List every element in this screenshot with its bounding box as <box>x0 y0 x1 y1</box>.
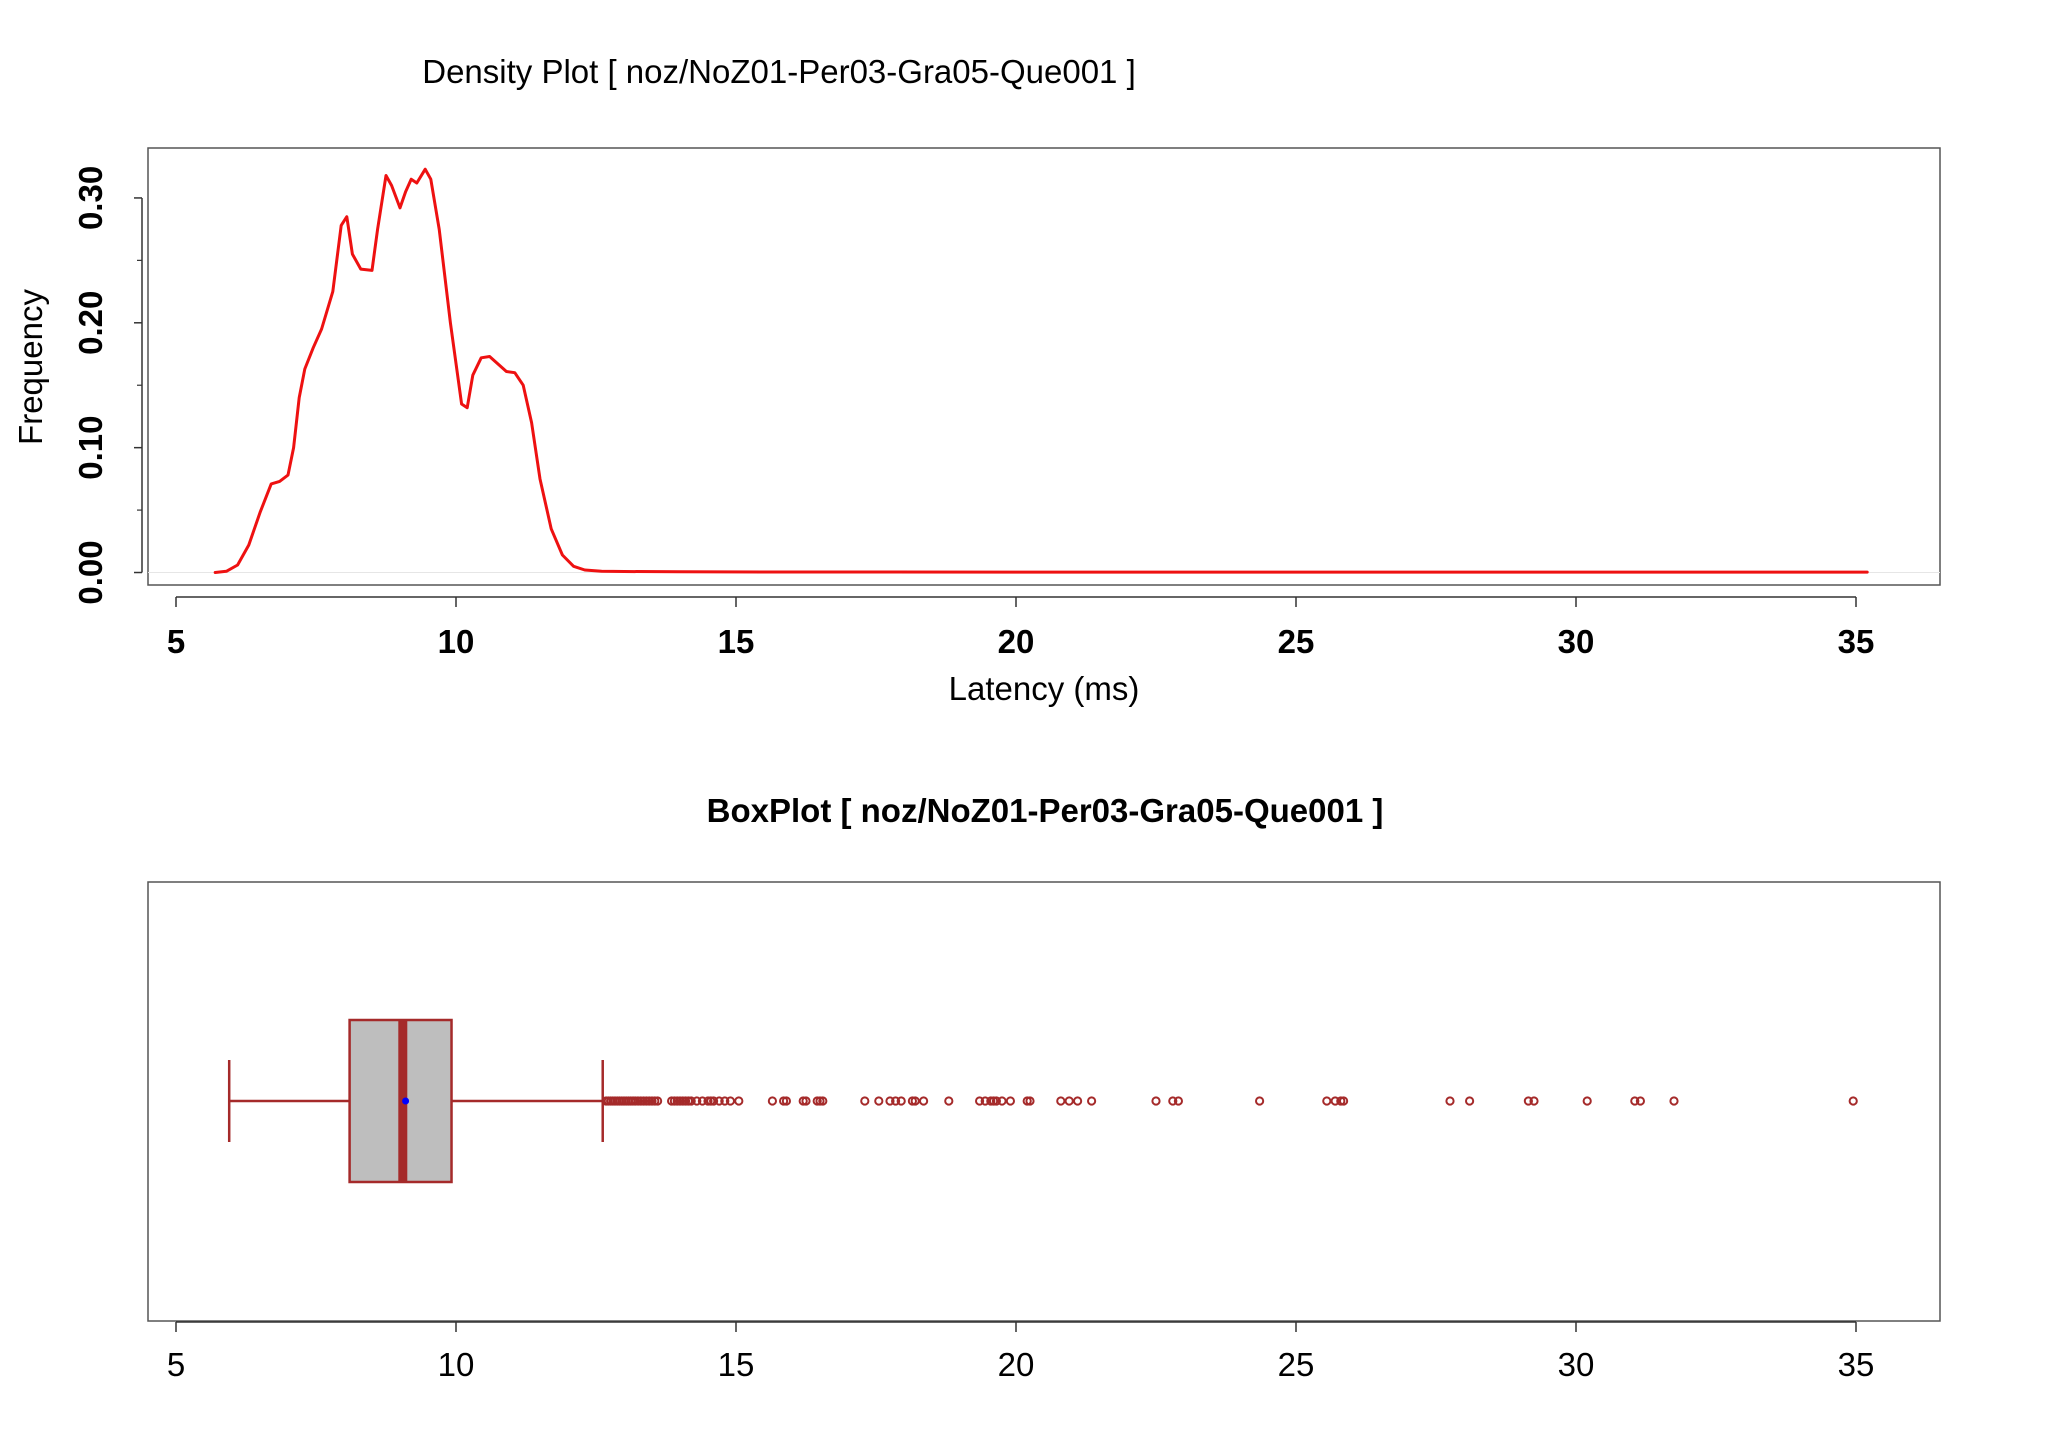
boxplot-plot-frame <box>147 881 1941 1322</box>
boxplot-outlier <box>1630 1096 1640 1106</box>
boxplot-outlier <box>919 1096 929 1106</box>
density-y-tick-label: 0.00 <box>72 540 109 604</box>
boxplot-outlier <box>1529 1096 1539 1106</box>
density-y-tick-label: 0.30 <box>72 166 109 230</box>
boxplot-outlier <box>860 1096 870 1106</box>
boxplot-outlier <box>1151 1096 1161 1106</box>
density-x-tick-label: 20 <box>998 623 1035 660</box>
boxplot-x-tick-label: 25 <box>1278 1346 1315 1383</box>
density-series <box>213 167 1869 574</box>
boxplot-outlier <box>767 1096 778 1106</box>
boxplot-outlier <box>1168 1096 1178 1106</box>
boxplot-x-tick-label: 15 <box>718 1346 755 1383</box>
boxplot-outlier <box>1669 1096 1679 1106</box>
boxplot-outlier <box>975 1096 985 1106</box>
density-y-axis: 0.00 0.10 0.20 0.30 <box>72 166 1940 605</box>
boxplot-outlier <box>891 1096 901 1106</box>
boxplot-outlier <box>697 1096 708 1106</box>
boxplot-outlier <box>1339 1096 1349 1106</box>
density-y-axis-label: Frequency <box>12 289 49 445</box>
boxplot-outlier <box>1322 1096 1332 1106</box>
boxplot-outlier <box>692 1096 702 1106</box>
boxplot-series <box>227 1018 1858 1184</box>
boxplot-x-tick-label: 5 <box>167 1346 185 1383</box>
density-panel: Density Plot [ noz/NoZ01-Per03-Gra05-Que… <box>12 53 1941 707</box>
density-plot-frame <box>147 147 1941 586</box>
boxplot-outlier <box>874 1096 884 1106</box>
boxplot-outlier <box>1255 1096 1265 1106</box>
boxplot-outlier <box>896 1096 906 1106</box>
boxplot-x-tick-label: 10 <box>438 1346 475 1383</box>
density-line <box>213 167 1869 574</box>
density-x-tick-label: 10 <box>438 623 475 660</box>
boxplot-outlier <box>1173 1096 1184 1106</box>
boxplot-outlier <box>1523 1096 1534 1106</box>
boxplot-outlier <box>1582 1096 1592 1106</box>
boxplot-outlier <box>944 1096 954 1106</box>
boxplot-outlier <box>734 1096 744 1106</box>
boxplot-outlier <box>653 1096 663 1106</box>
boxplot-outlier <box>980 1096 990 1106</box>
boxplot-outlier <box>818 1096 828 1106</box>
boxplot-outlier <box>720 1096 730 1106</box>
boxplot-x-tick-label: 30 <box>1558 1346 1595 1383</box>
boxplot-outlier <box>991 1096 1002 1106</box>
boxplot-title: BoxPlot [ noz/NoZ01-Per03-Gra05-Que001 ] <box>707 792 1384 829</box>
boxplot-outlier <box>1056 1096 1066 1106</box>
boxplot-outlier <box>686 1096 696 1106</box>
density-y-tick-label: 0.10 <box>72 416 109 480</box>
boxplot-outlier <box>1465 1096 1475 1106</box>
density-title: Density Plot [ noz/NoZ01-Per03-Gra05-Que… <box>422 53 1136 90</box>
boxplot-outlier <box>714 1096 724 1106</box>
density-y-tick-label: 0.20 <box>72 291 109 355</box>
boxplot-outlier <box>1025 1096 1035 1106</box>
density-x-axis-label: Latency (ms) <box>949 670 1140 707</box>
boxplot-x-axis: 5 10 15 20 25 30 35 <box>167 1321 1875 1383</box>
boxplot-outlier <box>1330 1096 1340 1106</box>
boxplot-outlier <box>1087 1096 1097 1106</box>
boxplot-outlier <box>1635 1096 1646 1106</box>
boxplot-outlier <box>1073 1096 1083 1106</box>
boxplot-x-tick-label: 20 <box>998 1346 1035 1383</box>
density-x-tick-label: 15 <box>718 623 755 660</box>
boxplot-outlier <box>885 1096 895 1106</box>
density-x-axis: 5 10 15 20 25 30 35 <box>167 596 1875 660</box>
boxplot-outlier <box>1064 1096 1074 1106</box>
boxplot-outlier <box>1848 1096 1858 1106</box>
boxplot-outlier <box>709 1096 719 1106</box>
boxplot-panel: BoxPlot [ noz/NoZ01-Per03-Gra05-Que001 ]… <box>147 792 1941 1383</box>
boxplot-outlier <box>1005 1096 1016 1106</box>
boxplot-outlier <box>997 1096 1007 1106</box>
density-x-tick-label: 25 <box>1278 623 1315 660</box>
boxplot-x-tick-label: 35 <box>1838 1346 1875 1383</box>
boxplot-outlier <box>781 1096 792 1106</box>
density-x-tick-label: 30 <box>1558 623 1595 660</box>
boxplot-outlier <box>801 1096 811 1106</box>
density-x-tick-label: 5 <box>167 623 185 660</box>
density-x-tick-label: 35 <box>1838 623 1875 660</box>
boxplot-mean-point <box>402 1097 410 1105</box>
boxplot-outlier <box>725 1096 736 1106</box>
boxplot-outlier <box>1445 1096 1455 1106</box>
boxplot-outlier <box>910 1096 920 1106</box>
